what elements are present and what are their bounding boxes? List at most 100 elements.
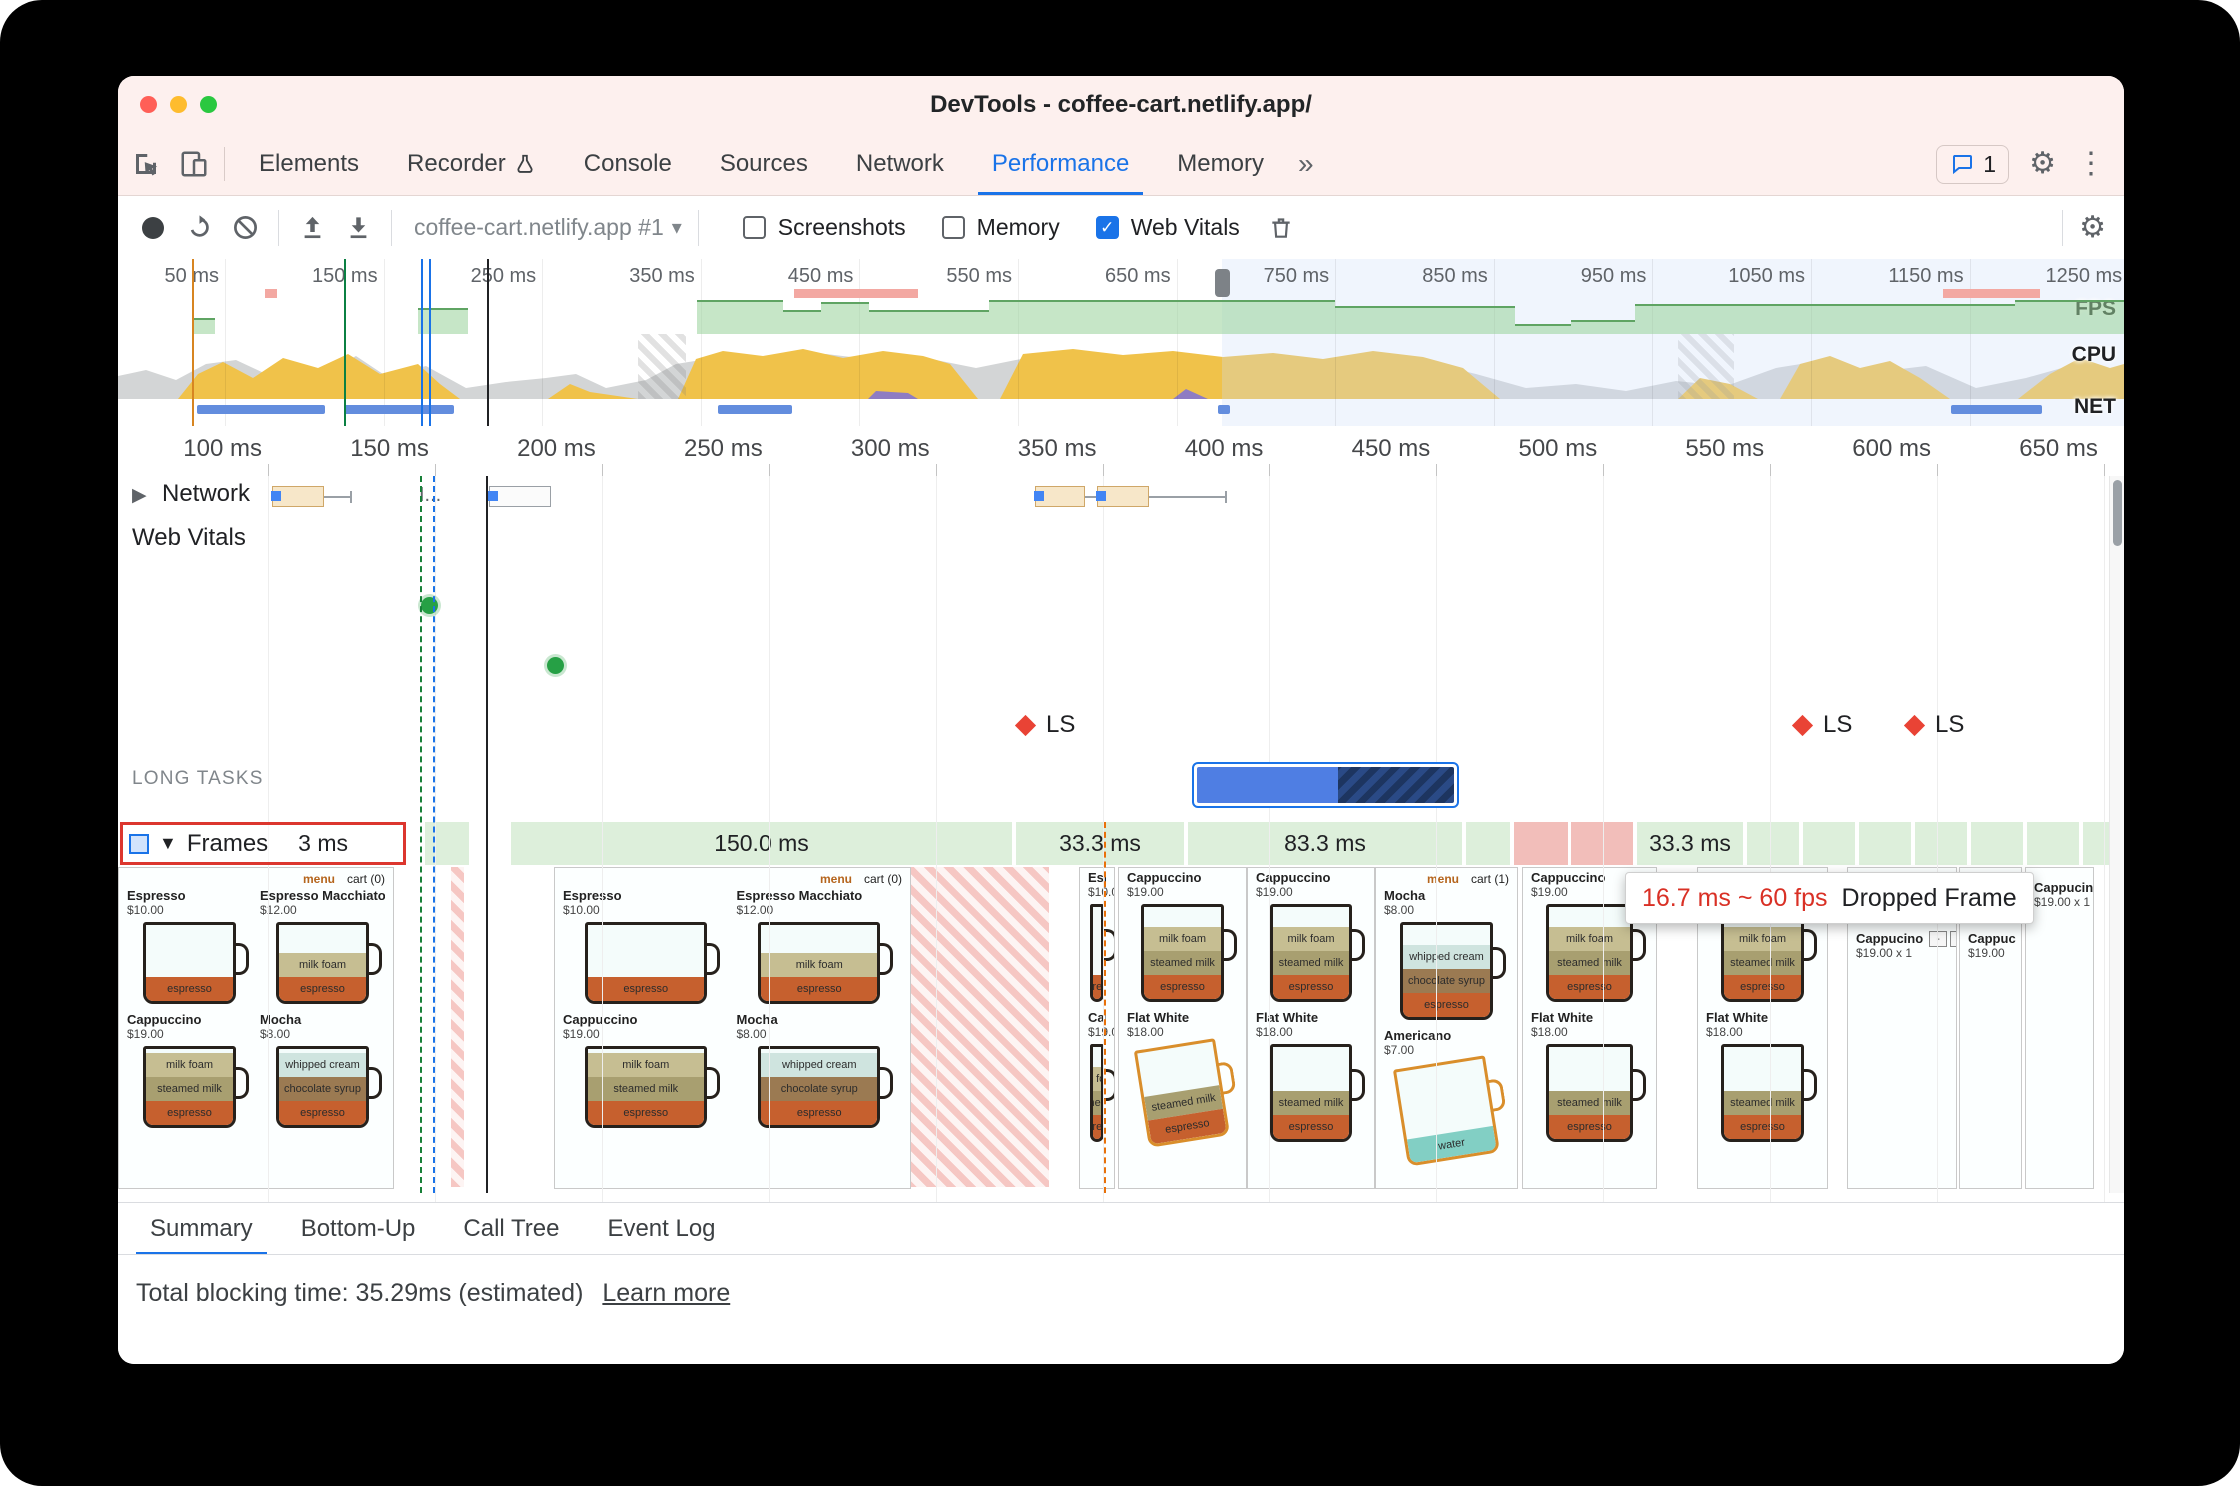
tabbar-right-actions: 1 ⚙ ⋮ <box>1936 144 2106 184</box>
inspect-element-icon[interactable] <box>126 144 166 184</box>
web-vital-good-marker[interactable] <box>421 597 438 614</box>
overview-gridline <box>542 259 544 426</box>
settings-gear-icon[interactable]: ⚙ <box>2029 147 2056 180</box>
menu-item-name: Flat White <box>1706 1010 1769 1025</box>
tab-network[interactable]: Network <box>855 150 944 177</box>
menu-item: Flat White $18.00 steamed milk espresso <box>1531 1010 1648 1148</box>
tab-console[interactable]: Console <box>583 150 672 177</box>
record-button[interactable] <box>130 205 176 251</box>
network-collapse-caret-icon[interactable]: ▶ <box>132 485 147 506</box>
ruler-tick-label: 450 ms <box>1351 435 1431 462</box>
garbage-collect-button[interactable] <box>1258 205 1304 251</box>
menu-item-price: $19.00 <box>1127 885 1164 899</box>
coffee-cup: whipped cream chocolate syrup espresso <box>276 1046 382 1128</box>
network-request-bar[interactable] <box>271 486 324 507</box>
vertical-scrollbar[interactable] <box>2109 476 2124 1193</box>
scrollbar-thumb[interactable] <box>2113 480 2122 546</box>
close-button[interactable] <box>140 96 157 113</box>
track-gridline <box>434 476 436 1202</box>
filmstrip-screenshot[interactable]: Espresso$10.00 espresso Cappuccino$19.00 mi… <box>1079 867 1115 1189</box>
app-header: menu cart (0) <box>119 868 393 886</box>
tab-memory[interactable]: Memory <box>1177 150 1264 177</box>
dropdown-arrow-icon[interactable]: ▾ <box>671 217 682 239</box>
network-request-bar[interactable] <box>1096 486 1149 507</box>
clear-recording-button[interactable] <box>222 205 268 251</box>
cpu-activity-chart <box>118 349 2124 399</box>
web-vital-good-marker[interactable] <box>547 657 564 674</box>
checkbox-web-vitals[interactable]: ✓ Web Vitals <box>1095 214 1240 241</box>
details-tab-bottomup[interactable]: Bottom-Up <box>300 1215 416 1242</box>
frame-segment[interactable]: 33.3 ms <box>1016 822 1184 865</box>
frame-segment[interactable] <box>1971 822 2023 865</box>
frame-segment[interactable] <box>2027 822 2079 865</box>
fps-chart-bar <box>1571 320 1635 334</box>
ruler-tick <box>768 464 770 476</box>
checkbox-screenshots[interactable]: Screenshots <box>742 214 906 241</box>
plus-button[interactable]: + <box>1950 931 1956 947</box>
learn-more-link[interactable]: Learn more <box>602 1279 731 1307</box>
checkbox-memory[interactable]: Memory <box>941 214 1060 241</box>
frame-segment[interactable] <box>1803 822 1855 865</box>
frame-segment[interactable] <box>1747 822 1799 865</box>
frame-segment[interactable] <box>1859 822 1911 865</box>
checkbox-box[interactable] <box>742 216 766 239</box>
dropped-frame-segment[interactable] <box>1571 822 1633 865</box>
block-icon <box>233 216 257 239</box>
dropped-frame-segment[interactable] <box>1514 822 1568 865</box>
cup-layer: espresso <box>1144 975 1221 999</box>
details-tab-calltree[interactable]: Call Tree <box>463 1215 560 1242</box>
frame-segment[interactable] <box>425 822 469 865</box>
frame-segment[interactable]: 33.3 ms <box>1637 822 1743 865</box>
track-gridline <box>1269 476 1271 1202</box>
minimize-button[interactable] <box>170 96 187 113</box>
long-task-bar[interactable] <box>1192 762 1459 808</box>
filmstrip-screenshot[interactable]: menu cart (0) Espresso $10.00 espresso Espres… <box>118 867 394 1189</box>
frame-segment[interactable] <box>1466 822 1510 865</box>
menu-grid: Espresso$10.00 espresso Cappuccino$19.00 mi… <box>1080 868 1114 1150</box>
details-tab-eventlog[interactable]: Event Log <box>607 1215 716 1242</box>
cup-layer: espresso <box>1093 1115 1101 1139</box>
layout-shift-marker[interactable] <box>1014 714 1037 737</box>
capture-settings-gear-icon[interactable]: ⚙ <box>2079 210 2106 244</box>
overview-gridline <box>225 259 226 426</box>
save-profile-button[interactable] <box>335 205 381 251</box>
minus-button[interactable]: - <box>1929 931 1948 947</box>
network-request-bar[interactable] <box>1034 486 1085 507</box>
tab-elements[interactable]: Elements <box>259 150 360 177</box>
tab-recorder[interactable]: Recorder <box>383 133 560 195</box>
frames-track-selected-box[interactable]: ▼ Frames 3 ms <box>120 822 406 865</box>
timeline-ruler[interactable]: 100 ms 150 ms 200 ms 250 ms 300 ms 350 ms 400 … <box>118 426 2124 477</box>
cup-layer: espresso <box>1549 1115 1630 1139</box>
ruler-tick-label: 250 ms <box>683 435 763 462</box>
issues-counter-button[interactable]: 1 <box>1936 144 2010 184</box>
tab-performance[interactable]: Performance <box>968 133 1153 195</box>
frames-collapse-caret-icon[interactable]: ▼ <box>159 833 177 853</box>
reload-and-record-button[interactable] <box>176 205 222 251</box>
frame-segment[interactable]: 150.0 ms <box>511 822 1012 865</box>
timing-marker-line <box>429 259 431 426</box>
device-toolbar-icon[interactable] <box>174 144 214 184</box>
network-request-bar[interactable] <box>488 486 551 507</box>
filmstrip-screenshot[interactable]: menu cart (0) Espresso $10.00 espresso Espres… <box>554 867 911 1189</box>
frame-segment[interactable]: 83.3 ms <box>1188 822 1462 865</box>
profile-select[interactable]: coffee-cart.netlify.app #1 <box>414 214 664 240</box>
checkbox-box[interactable]: ✓ <box>1095 216 1119 239</box>
overview-drag-handle[interactable] <box>1215 269 1230 297</box>
layout-shift-marker[interactable] <box>1791 714 1814 737</box>
frame-segment[interactable] <box>1915 822 1967 865</box>
checkbox-box[interactable] <box>941 216 965 239</box>
zoom-button[interactable] <box>200 96 217 113</box>
tab-sources[interactable]: Sources <box>719 150 808 177</box>
more-tabs-chevron-icon[interactable]: » <box>1297 148 1314 179</box>
details-tab-summary[interactable]: Summary <box>126 1203 277 1255</box>
filmstrip-screenshot[interactable]: Cappucino$19.00 x 1 <box>2025 867 2094 1189</box>
kebab-menu-icon[interactable]: ⋮ <box>2076 147 2106 180</box>
load-profile-button[interactable] <box>289 205 335 251</box>
layout-shift-marker[interactable] <box>1903 714 1926 737</box>
filmstrip-screenshot[interactable]: menu cart (1) Mocha $8.00 whipped cream choco… <box>1375 867 1518 1189</box>
